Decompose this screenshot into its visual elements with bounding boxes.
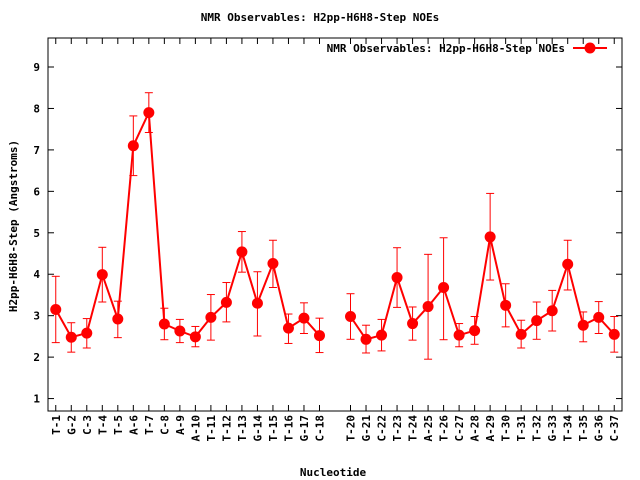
x-tick-label: C-8 bbox=[158, 415, 171, 435]
x-tick-label: T-35 bbox=[577, 415, 590, 442]
x-tick-label: T-5 bbox=[112, 415, 125, 435]
x-tick-label: G-14 bbox=[251, 415, 264, 442]
x-tick-label: T-1 bbox=[50, 415, 63, 435]
data-point bbox=[189, 331, 201, 343]
data-point bbox=[438, 281, 450, 293]
x-tick-label: T-11 bbox=[205, 415, 218, 442]
y-tick-label: 7 bbox=[33, 144, 40, 157]
x-tick-label: G-2 bbox=[65, 415, 78, 435]
data-point bbox=[112, 313, 124, 325]
data-point bbox=[593, 311, 605, 323]
x-tick-label: G-21 bbox=[360, 415, 373, 442]
data-point bbox=[345, 311, 357, 323]
x-tick-label: T-32 bbox=[531, 415, 544, 442]
series-line bbox=[54, 108, 321, 339]
x-tick-label: C-37 bbox=[608, 415, 621, 442]
y-tick-label: 9 bbox=[33, 61, 40, 74]
x-tick-label: T-16 bbox=[282, 415, 295, 442]
y-tick-label: 4 bbox=[33, 268, 40, 281]
x-tick-label: A-28 bbox=[469, 415, 482, 442]
legend: NMR Observables: H2pp-H6H8-Step NOEs bbox=[327, 42, 607, 55]
series-line bbox=[349, 236, 615, 341]
data-point bbox=[220, 296, 232, 308]
x-tick-label: A-9 bbox=[174, 415, 187, 435]
data-points bbox=[50, 107, 620, 345]
x-tick-label: T-4 bbox=[96, 415, 109, 435]
x-tick-label: C-18 bbox=[313, 415, 326, 442]
y-axis-label: H2pp-H6H8-Step (Angstroms) bbox=[7, 140, 20, 312]
data-point bbox=[484, 231, 496, 243]
data-point bbox=[453, 329, 465, 341]
x-tick-label: T-23 bbox=[391, 415, 404, 442]
legend-marker bbox=[584, 42, 596, 54]
data-point bbox=[577, 319, 589, 331]
data-point bbox=[236, 246, 248, 258]
x-tick-label: G-17 bbox=[298, 415, 311, 442]
x-tick-label: C-3 bbox=[81, 415, 94, 435]
x-tick-label: T-13 bbox=[236, 415, 249, 442]
x-tick-label: T-12 bbox=[220, 415, 233, 442]
x-tick-label: T-24 bbox=[407, 415, 420, 442]
data-point bbox=[267, 257, 279, 269]
data-point bbox=[562, 258, 574, 270]
data-point bbox=[608, 328, 620, 340]
data-point bbox=[546, 305, 558, 317]
x-tick-label: G-33 bbox=[546, 415, 559, 442]
data-point bbox=[313, 330, 325, 342]
legend-label: NMR Observables: H2pp-H6H8-Step NOEs bbox=[327, 42, 565, 55]
data-point bbox=[500, 299, 512, 311]
data-point bbox=[422, 301, 434, 313]
y-tick-label: 1 bbox=[33, 393, 40, 406]
data-point bbox=[282, 322, 294, 334]
data-point bbox=[469, 325, 481, 337]
data-point bbox=[143, 107, 155, 119]
data-point bbox=[360, 333, 372, 345]
plot-frame bbox=[47, 37, 623, 412]
data-point bbox=[531, 315, 543, 327]
data-point bbox=[96, 269, 108, 281]
data-point bbox=[407, 318, 419, 330]
x-tick-label: T-20 bbox=[345, 415, 358, 442]
x-tick-label: A-29 bbox=[484, 415, 497, 442]
x-tick-label: T-26 bbox=[438, 415, 451, 442]
data-point bbox=[81, 327, 93, 339]
data-point bbox=[391, 272, 403, 284]
data-point bbox=[515, 328, 527, 340]
x-tick-label: A-10 bbox=[189, 415, 202, 442]
x-tick-label: T-15 bbox=[267, 415, 280, 442]
y-tick-label: 6 bbox=[33, 185, 40, 198]
y-tick-label: 5 bbox=[33, 227, 40, 240]
series-lines bbox=[54, 108, 615, 341]
x-tick-label: T-30 bbox=[500, 415, 513, 442]
x-tick-label: T-34 bbox=[562, 415, 575, 442]
data-point bbox=[158, 318, 170, 330]
x-axis: T-1 G-2 C-3 T-4 T-5 A-6 T-7 C-8 A-9 A-10 T-11 T-12 T… bbox=[50, 38, 621, 442]
data-point bbox=[174, 325, 186, 337]
x-tick-label: A-6 bbox=[127, 415, 140, 435]
x-tick-label: C-22 bbox=[376, 415, 389, 442]
y-tick-label: 2 bbox=[33, 351, 40, 364]
data-point bbox=[65, 331, 77, 343]
x-axis-label: Nucleotide bbox=[300, 466, 367, 479]
y-tick-label: 3 bbox=[33, 310, 40, 323]
x-tick-label: T-7 bbox=[143, 415, 156, 435]
data-point bbox=[127, 140, 139, 152]
data-point bbox=[251, 297, 263, 309]
data-point bbox=[50, 303, 62, 315]
data-point bbox=[205, 311, 217, 323]
y-tick-label: 8 bbox=[33, 102, 40, 115]
chart-title: NMR Observables: H2pp-H6H8-Step NOEs bbox=[201, 11, 439, 24]
y-axis: 1 2 3 4 5 6 7 8 9 bbox=[33, 61, 622, 406]
x-tick-label: C-27 bbox=[453, 415, 466, 442]
x-tick-label: T-31 bbox=[515, 415, 528, 442]
x-tick-label: G-36 bbox=[593, 415, 606, 442]
data-point bbox=[376, 329, 388, 341]
x-tick-label: A-25 bbox=[422, 415, 435, 442]
data-point bbox=[298, 312, 310, 324]
